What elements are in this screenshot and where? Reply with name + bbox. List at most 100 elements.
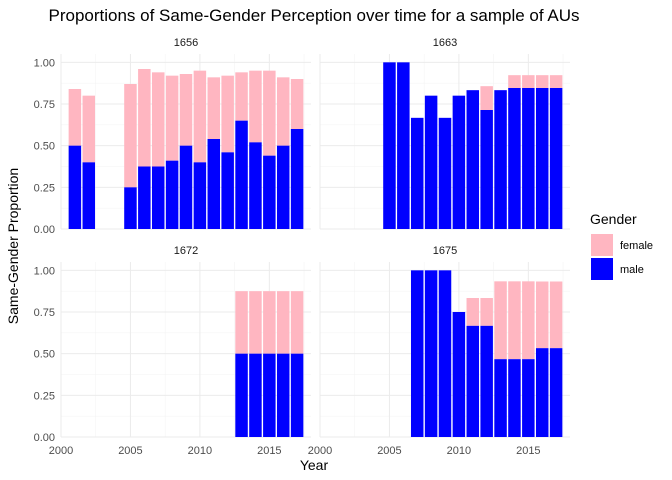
bar-male-2014 xyxy=(249,353,262,437)
bar-male-2002 xyxy=(82,162,96,229)
bar-female-2017 xyxy=(290,291,304,354)
bar-female-2011 xyxy=(207,77,221,139)
legend-label-male: male xyxy=(620,264,644,276)
bar-male-2006 xyxy=(397,62,410,230)
bar-male-2013 xyxy=(494,90,507,230)
bar-male-2009 xyxy=(438,117,452,229)
bar-female-2017 xyxy=(290,79,304,129)
bar-female-2016 xyxy=(535,75,549,88)
bar-female-2001 xyxy=(68,89,82,146)
y-tick-label: 0.25 xyxy=(34,182,55,194)
x-tick-label: 2015 xyxy=(257,445,281,457)
bar-female-2002 xyxy=(82,95,96,163)
bar-male-2007 xyxy=(410,117,424,229)
facet-strip-label: 1656 xyxy=(174,37,198,49)
bar-male-2010 xyxy=(452,95,466,230)
bar-male-2008 xyxy=(165,160,179,229)
bar-male-2017 xyxy=(290,353,304,437)
y-axis-title: Same-Gender Proportion xyxy=(5,168,21,324)
legend-swatch-female xyxy=(591,234,613,256)
bar-male-2016 xyxy=(535,348,549,437)
bar-female-2005 xyxy=(124,84,137,188)
facet-strip-label: 1672 xyxy=(174,245,198,257)
x-axis-title: Year xyxy=(300,457,329,473)
bar-female-2017 xyxy=(549,281,563,349)
x-tick-label: 2010 xyxy=(447,445,471,457)
bar-male-2017 xyxy=(549,348,563,437)
x-tick-label: 2000 xyxy=(308,445,332,457)
legend-title: Gender xyxy=(590,211,637,227)
y-tick-label: 0.50 xyxy=(34,141,55,153)
facet-strip-label: 1675 xyxy=(433,245,457,257)
bar-male-2014 xyxy=(249,142,262,229)
bar-female-2016 xyxy=(276,77,290,146)
bar-male-2012 xyxy=(480,110,493,229)
bar-female-2014 xyxy=(249,291,262,354)
facet-panels: 1656 0.00 0.25 0.50 0.75 1.00 1663 1672 0.00 0.25… xyxy=(34,37,570,457)
bar-female-2015 xyxy=(263,291,276,354)
y-tick-label: 1.00 xyxy=(34,265,55,277)
bar-female-2012 xyxy=(221,75,234,153)
x-tick-label: 2000 xyxy=(49,445,73,457)
bar-female-2013 xyxy=(494,281,507,360)
bar-female-2006 xyxy=(138,69,151,167)
bar-male-2016 xyxy=(276,145,290,229)
bar-female-2014 xyxy=(508,281,521,360)
x-tick-label: 2010 xyxy=(188,445,212,457)
bar-male-2011 xyxy=(466,90,480,230)
bar-male-2017 xyxy=(549,88,563,229)
bar-female-2010 xyxy=(193,70,207,163)
bar-male-2010 xyxy=(193,162,207,229)
bar-female-2014 xyxy=(249,70,262,143)
bar-male-2016 xyxy=(535,88,549,229)
bar-male-2005 xyxy=(124,187,137,229)
bar-female-2016 xyxy=(276,291,290,354)
bar-male-2012 xyxy=(221,152,234,229)
bar-male-2007 xyxy=(410,270,424,437)
bar-female-2016 xyxy=(535,281,549,349)
bar-female-2014 xyxy=(508,75,521,88)
bar-female-2007 xyxy=(151,72,165,167)
bar-female-2012 xyxy=(480,298,493,326)
x-tick-label: 2005 xyxy=(118,445,142,457)
bar-male-2016 xyxy=(276,353,290,437)
bar-female-2009 xyxy=(179,74,193,146)
bar-male-2009 xyxy=(438,270,452,437)
facet-panel-1675: 1675 2000 2005 2010 2015 xyxy=(308,245,570,457)
bar-male-2017 xyxy=(290,129,304,229)
bar-male-2015 xyxy=(522,359,535,437)
bar-male-2015 xyxy=(263,155,276,229)
y-tick-label: 0.50 xyxy=(34,349,55,361)
bar-male-2013 xyxy=(494,359,507,437)
bar-male-2014 xyxy=(508,359,521,437)
bar-male-2014 xyxy=(508,88,521,229)
bar-male-2009 xyxy=(179,145,193,229)
bar-male-2010 xyxy=(452,312,466,437)
legend-swatch-male xyxy=(591,258,613,280)
bar-male-2008 xyxy=(424,95,438,230)
bar-male-2013 xyxy=(235,353,248,437)
y-tick-label: 0.00 xyxy=(34,432,55,444)
x-tick-label: 2015 xyxy=(516,445,540,457)
y-tick-label: 1.00 xyxy=(34,57,55,69)
chart-title: Proportions of Same-Gender Perception ov… xyxy=(48,6,579,25)
bar-female-2013 xyxy=(235,291,248,354)
bar-male-2008 xyxy=(424,270,438,437)
y-tick-label: 0.00 xyxy=(34,224,55,236)
bar-female-2011 xyxy=(466,298,480,326)
bar-female-2017 xyxy=(549,75,563,88)
facet-panel-1672: 1672 0.00 0.25 0.50 0.75 1.00 2000 2005 2010 2015 xyxy=(34,245,311,457)
facet-panel-1663: 1663 xyxy=(319,37,570,230)
bar-male-2015 xyxy=(522,88,535,229)
bar-female-2012 xyxy=(480,86,493,110)
legend-label-female: female xyxy=(620,240,653,252)
bar-male-2011 xyxy=(207,139,221,229)
bar-male-2013 xyxy=(235,120,248,229)
facet-panel-1656: 1656 0.00 0.25 0.50 0.75 1.00 xyxy=(34,37,311,236)
bar-male-2012 xyxy=(480,325,493,437)
y-tick-label: 0.75 xyxy=(34,307,55,319)
legend: Gender female male xyxy=(590,211,653,280)
bar-male-2007 xyxy=(151,166,165,229)
bar-female-2015 xyxy=(522,75,535,88)
